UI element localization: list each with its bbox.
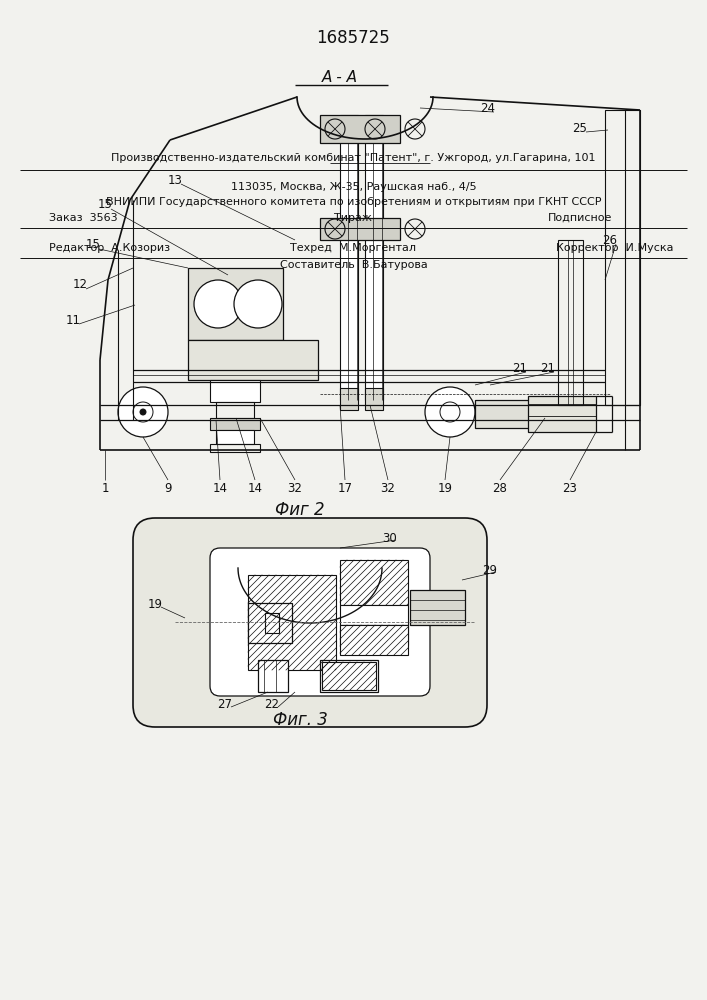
Text: 27: 27 bbox=[218, 698, 233, 712]
Text: 21: 21 bbox=[540, 361, 556, 374]
Bar bbox=[365, 115, 383, 400]
Text: 32: 32 bbox=[380, 482, 395, 494]
Text: 32: 32 bbox=[288, 482, 303, 494]
Bar bbox=[188, 268, 283, 340]
Bar bbox=[216, 402, 254, 418]
Circle shape bbox=[118, 387, 168, 437]
Text: 19: 19 bbox=[438, 482, 452, 494]
Bar bbox=[320, 660, 378, 692]
Text: 28: 28 bbox=[493, 482, 508, 494]
Text: Составитель  В.Батурова: Составитель В.Батурова bbox=[280, 260, 427, 270]
Text: 21: 21 bbox=[513, 361, 527, 374]
Bar bbox=[475, 400, 530, 428]
Text: 15: 15 bbox=[86, 238, 100, 251]
Text: 9: 9 bbox=[164, 482, 172, 494]
Circle shape bbox=[425, 387, 475, 437]
Text: Фиг 2: Фиг 2 bbox=[275, 501, 325, 519]
Text: Тираж: Тираж bbox=[334, 213, 373, 223]
Text: 113035, Москва, Ж-35, Раушская наб., 4/5: 113035, Москва, Ж-35, Раушская наб., 4/5 bbox=[230, 182, 477, 192]
Text: Редактор  А.Козориз: Редактор А.Козориз bbox=[49, 243, 170, 253]
Bar bbox=[340, 625, 408, 655]
Text: 15: 15 bbox=[98, 198, 112, 212]
Text: Корректор  И.Муска: Корректор И.Муска bbox=[556, 243, 674, 253]
Circle shape bbox=[194, 280, 242, 328]
Text: 1685725: 1685725 bbox=[316, 29, 390, 47]
Text: 13: 13 bbox=[168, 174, 182, 186]
Text: Техред  М.Моргентал: Техред М.Моргентал bbox=[291, 243, 416, 253]
Bar bbox=[265, 613, 279, 633]
Bar bbox=[558, 240, 583, 405]
Bar bbox=[340, 605, 408, 625]
Text: Производственно-издательский комбинат "Патент", г. Ужгород, ул.Гагарина, 101: Производственно-издательский комбинат "П… bbox=[111, 153, 596, 163]
Text: 12: 12 bbox=[73, 278, 88, 292]
Bar bbox=[365, 388, 383, 410]
Bar bbox=[210, 444, 260, 452]
Bar bbox=[528, 396, 596, 432]
Bar bbox=[340, 115, 358, 400]
Bar bbox=[248, 575, 336, 670]
Text: 14: 14 bbox=[247, 482, 262, 494]
Text: 1: 1 bbox=[101, 482, 109, 494]
Bar bbox=[210, 418, 260, 430]
Text: Подписное: Подписное bbox=[547, 213, 612, 223]
Text: 23: 23 bbox=[563, 482, 578, 494]
Text: ВНИИПИ Государственного комитета по изобретениям и открытиям при ГКНТ СССР: ВНИИПИ Государственного комитета по изоб… bbox=[106, 197, 601, 207]
Bar bbox=[340, 560, 408, 605]
Bar bbox=[320, 218, 400, 240]
Circle shape bbox=[234, 280, 282, 328]
Text: 24: 24 bbox=[481, 102, 496, 114]
Text: 11: 11 bbox=[66, 314, 81, 326]
FancyBboxPatch shape bbox=[133, 518, 487, 727]
Text: 19: 19 bbox=[148, 598, 163, 611]
Text: 30: 30 bbox=[382, 532, 397, 544]
Text: 14: 14 bbox=[213, 482, 228, 494]
Text: 29: 29 bbox=[482, 564, 498, 576]
Bar bbox=[410, 590, 465, 625]
Text: 22: 22 bbox=[264, 698, 279, 712]
Bar bbox=[605, 110, 640, 405]
Text: 26: 26 bbox=[602, 233, 617, 246]
Bar bbox=[188, 340, 318, 380]
Bar bbox=[340, 625, 408, 645]
Text: Фиг. 3: Фиг. 3 bbox=[273, 711, 327, 729]
Bar bbox=[210, 380, 260, 402]
Text: 25: 25 bbox=[573, 121, 588, 134]
Text: 17: 17 bbox=[337, 482, 353, 494]
Text: Заказ  3563: Заказ 3563 bbox=[49, 213, 118, 223]
Bar bbox=[258, 660, 288, 692]
Circle shape bbox=[140, 409, 146, 415]
FancyBboxPatch shape bbox=[210, 548, 430, 696]
Bar bbox=[216, 430, 254, 444]
Text: A - A: A - A bbox=[322, 70, 358, 86]
Bar bbox=[340, 388, 358, 410]
Bar bbox=[320, 115, 400, 143]
Bar bbox=[248, 603, 292, 643]
Bar bbox=[322, 662, 376, 690]
